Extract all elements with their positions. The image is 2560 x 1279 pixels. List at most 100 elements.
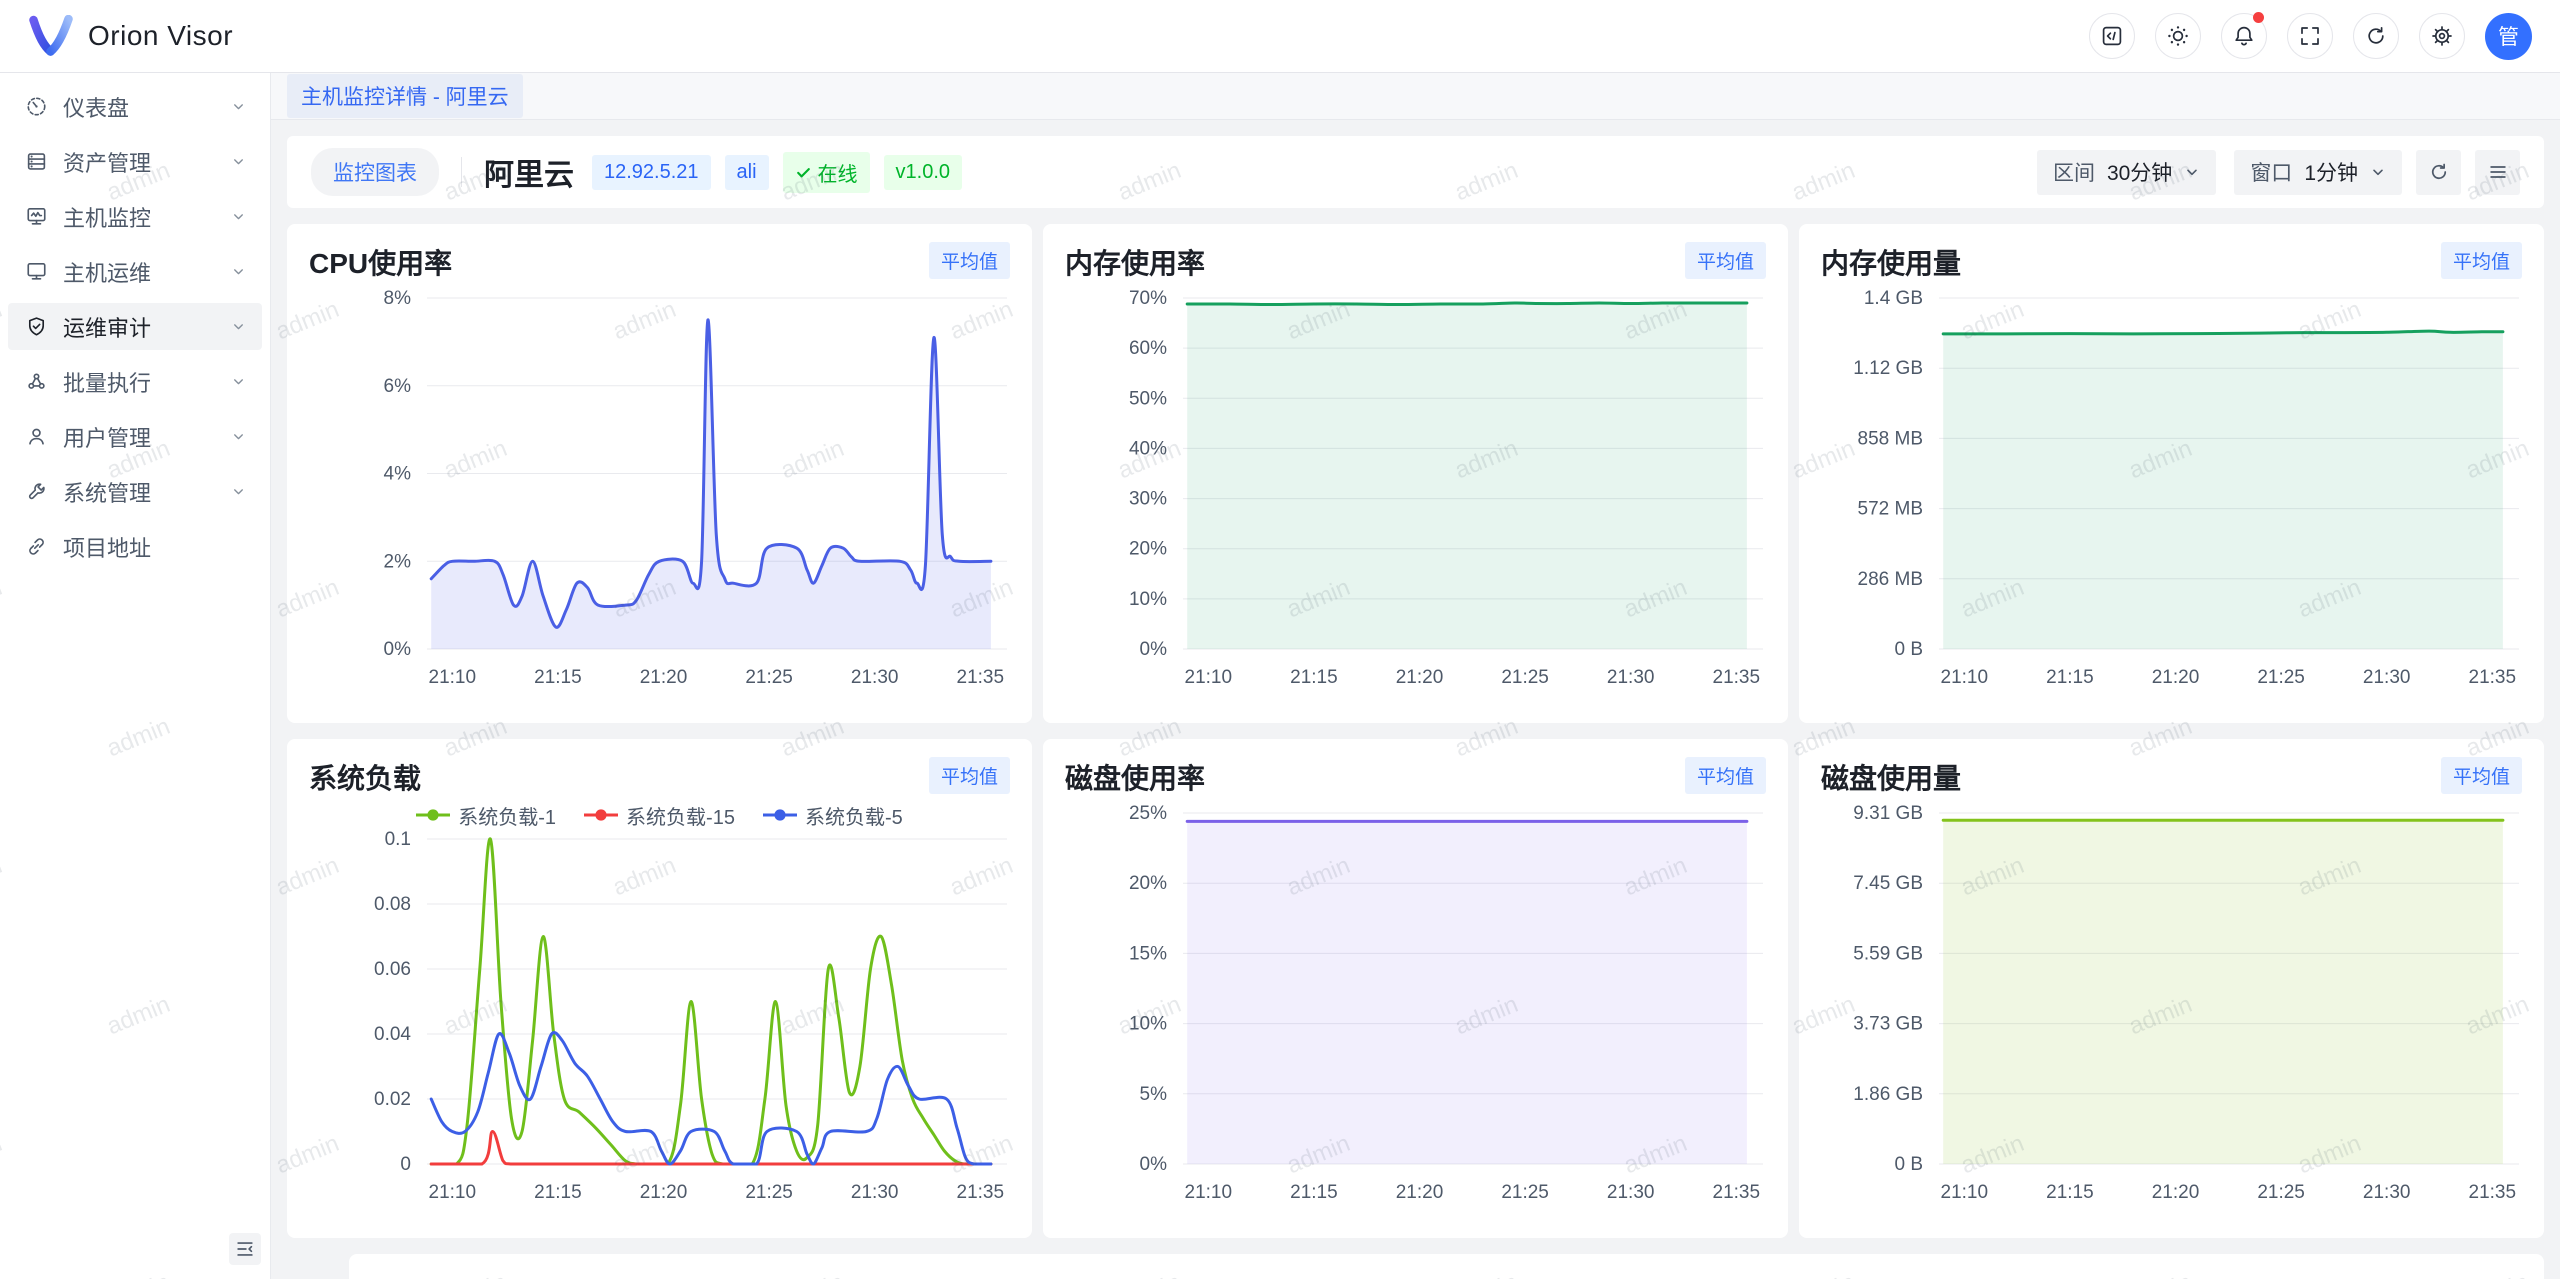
svg-text:6%: 6% (384, 376, 412, 397)
svg-text:0 B: 0 B (1894, 639, 1923, 660)
svg-text:21:30: 21:30 (2363, 1182, 2411, 1203)
svg-text:30%: 30% (1129, 489, 1167, 510)
status-badge: ali (724, 154, 769, 190)
link-icon (25, 535, 48, 558)
svg-text:0.1: 0.1 (385, 831, 411, 850)
svg-text:21:25: 21:25 (1501, 1182, 1549, 1203)
fullscreen-icon (2298, 24, 2322, 48)
charts-grid: CPU使用率 平均值 0% 2% 4% 6% 8% 21:10 21:15 21:20 21:25 2… (287, 224, 2544, 1238)
refresh-icon (2364, 24, 2388, 48)
users-icon (25, 425, 48, 448)
sidebar-item-label: 资产管理 (63, 150, 152, 176)
chart-title: 磁盘使用率 (1065, 763, 1206, 794)
chevron-down-icon (231, 209, 246, 224)
avg-badge: 平均值 (2440, 242, 2522, 279)
svg-text:21:10: 21:10 (429, 667, 477, 688)
svg-text:858 MB: 858 MB (1858, 428, 1923, 449)
settings-button[interactable] (2419, 13, 2465, 59)
app-logo-icon (28, 15, 74, 57)
interval-label: 区间 (2052, 162, 2095, 185)
breadcrumb-chip[interactable]: 主机监控详情 - 阿里云 (287, 74, 523, 118)
chart-card-mem-usage: 内存使用量 平均值 0 B 286 MB 572 MB 858 MB 1.12 GB 1.4 … (1799, 224, 2544, 723)
partial-card (349, 1254, 2544, 1279)
svg-text:20%: 20% (1129, 539, 1167, 560)
content: 监控图表 阿里云 12.92.5.21 ali 在线 v1.0.0 区间 30分钟 窗… (271, 120, 2560, 1279)
svg-text:2%: 2% (384, 551, 412, 572)
svg-text:21:15: 21:15 (1290, 1182, 1338, 1203)
chart-card-disk-usage: 磁盘使用量 平均值 0 B 1.86 GB 3.73 GB 5.59 GB 7.45 GB 9… (1799, 739, 2544, 1238)
notification-button[interactable] (2221, 12, 2267, 59)
chart-title: 系统负载 (309, 763, 422, 794)
user-avatar[interactable]: 管 (2485, 12, 2532, 60)
svg-text:21:15: 21:15 (2046, 667, 2094, 688)
collapse-menu-icon (237, 1242, 253, 1256)
legend-item[interactable]: 系统负载-5 (762, 801, 903, 830)
svg-text:10%: 10% (1129, 589, 1167, 610)
svg-text:21:35: 21:35 (1713, 667, 1761, 688)
sidebar-item-label: 系统管理 (63, 480, 152, 506)
code-button[interactable] (2089, 13, 2135, 59)
window-value: 1分钟 (2304, 162, 2358, 185)
svg-text:21:10: 21:10 (1185, 1182, 1233, 1203)
legend-item[interactable]: 系统负载-15 (584, 801, 735, 830)
svg-text:21:30: 21:30 (1607, 667, 1655, 688)
interval-select[interactable]: 区间 30分钟 (2036, 149, 2217, 195)
mem-rate-plot: 0% 10% 20% 30% 40% 50% 60% 70% 21:10 21:15 21:20 21… (1129, 288, 1763, 688)
svg-text:21:10: 21:10 (1941, 667, 1989, 688)
svg-text:21:30: 21:30 (851, 1182, 899, 1203)
chevron-down-icon (2370, 164, 2386, 180)
sidebar-item-link[interactable]: 项目地址 (8, 523, 262, 570)
svg-text:5%: 5% (1140, 1084, 1168, 1105)
chevron-down-icon (231, 154, 246, 169)
sidebar-item-users[interactable]: 用户管理 (8, 413, 262, 460)
chart-title: 内存使用率 (1065, 248, 1206, 279)
svg-text:21:10: 21:10 (429, 1182, 477, 1203)
svg-text:21:15: 21:15 (534, 667, 582, 688)
svg-text:21:20: 21:20 (2152, 667, 2200, 688)
legend-item[interactable]: 系统负载-1 (416, 801, 556, 830)
svg-text:3.73 GB: 3.73 GB (1853, 1014, 1923, 1035)
refresh-icon (2431, 163, 2446, 180)
notification-icon (2232, 24, 2256, 48)
window-select[interactable]: 窗口 1分钟 (2234, 149, 2402, 195)
settings-icon (2430, 24, 2454, 48)
fullscreen-button[interactable] (2287, 13, 2333, 59)
chart-card-disk-rate: 磁盘使用率 平均值 0% 5% 10% 15% 20% 25% 21:10 21:15 21:20 2… (1043, 739, 1788, 1238)
svg-text:40%: 40% (1129, 438, 1167, 459)
sidebar-item-label: 仪表盘 (63, 95, 130, 121)
sidebar-item-batch[interactable]: 批量执行 (8, 358, 262, 405)
svg-text:21:10: 21:10 (1185, 667, 1233, 688)
chart-card-cpu-usage: CPU使用率 平均值 0% 2% 4% 6% 8% 21:10 21:15 21:20 21:25 2… (287, 224, 1032, 723)
tab-monitor-charts[interactable]: 监控图表 (311, 148, 439, 196)
svg-text:7.45 GB: 7.45 GB (1853, 873, 1923, 894)
sidebar-item-label: 主机运维 (63, 260, 152, 286)
theme-button[interactable] (2155, 13, 2201, 59)
list-icon (2489, 166, 2506, 178)
svg-text:9.31 GB: 9.31 GB (1853, 803, 1923, 824)
divider (461, 157, 462, 187)
svg-text:0.02: 0.02 (374, 1089, 411, 1110)
chart-list-button[interactable] (2475, 149, 2520, 195)
sidebar-item-dashboard[interactable]: 仪表盘 (8, 83, 262, 130)
svg-text:70%: 70% (1129, 288, 1167, 309)
sidebar-item-system[interactable]: 系统管理 (8, 468, 262, 515)
avg-badge: 平均值 (928, 757, 1010, 794)
svg-text:4%: 4% (384, 464, 412, 485)
chevron-down-icon (231, 429, 246, 444)
sidebar-collapse-button[interactable] (229, 1233, 261, 1265)
sidebar-item-host-monitor[interactable]: 主机监控 (8, 193, 262, 240)
sidebar-item-host-ops[interactable]: 主机运维 (8, 248, 262, 295)
svg-text:21:20: 21:20 (640, 667, 688, 688)
app-title: Orion Visor (88, 20, 234, 51)
sys-load-plot: 0 0.02 0.04 0.06 0.08 0.1 21:10 21:15 21:20 21:25… (374, 829, 1007, 1203)
refresh-button[interactable] (2353, 13, 2399, 59)
disk-rate-plot: 0% 5% 10% 15% 20% 25% 21:10 21:15 21:20 21:25 21:3… (1129, 803, 1763, 1203)
chart-refresh-button[interactable] (2416, 149, 2461, 195)
svg-text:20%: 20% (1129, 873, 1167, 894)
svg-text:21:20: 21:20 (1396, 1182, 1444, 1203)
sidebar-item-assets[interactable]: 资产管理 (8, 138, 262, 185)
sidebar-item-audit[interactable]: 运维审计 (8, 303, 262, 350)
legend-marker-icon (762, 809, 797, 821)
notification-badge (2253, 12, 2264, 23)
chevron-down-icon (231, 374, 246, 389)
